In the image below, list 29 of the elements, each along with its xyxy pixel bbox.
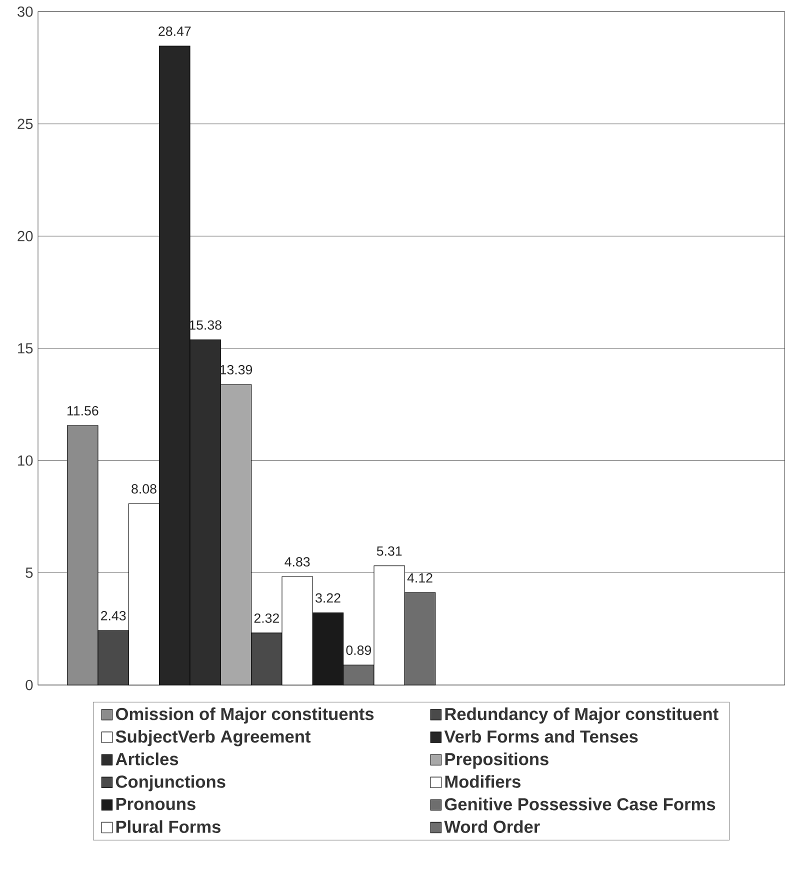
legend-label: Pronouns	[116, 798, 196, 810]
data-label: 11.56	[68, 406, 98, 416]
data-label: 4.83	[284, 557, 310, 567]
data-label: 2.43	[101, 610, 126, 620]
data-label: 0.89	[346, 646, 372, 655]
data-label: 8.08	[132, 484, 156, 494]
y-tick-label: 25	[18, 118, 33, 130]
y-tick-label: 30	[18, 6, 33, 17]
legend-label: Verb Forms and Tenses	[444, 730, 638, 743]
legend-label: Articles	[116, 752, 178, 766]
data-label: 3.22	[316, 593, 340, 603]
legend-label: SubjectVerb Agreement	[116, 730, 311, 746]
legend-label: Conjunctions	[116, 775, 226, 792]
data-label: 5.31	[376, 546, 402, 556]
legend-label: Genitive Possessive Case Forms	[444, 798, 716, 810]
legend-label: Plural Forms	[116, 820, 220, 833]
y-tick-label: 20	[18, 230, 33, 242]
y-tick-label: 5	[26, 568, 33, 578]
legend-label: Prepositions	[445, 752, 548, 769]
legend-label: Modifiers	[445, 775, 521, 788]
legend-label: Word Order	[444, 820, 540, 833]
data-label: 2.32	[254, 613, 279, 623]
legend-label: Redundancy of Major constituent	[445, 707, 718, 724]
data-label: 28.47	[158, 26, 191, 36]
data-label: 4.12	[407, 573, 432, 582]
y-tick-label: 15	[18, 343, 33, 354]
legend-label: Omission of Major constituents	[116, 707, 374, 724]
y-tick-label: 0	[26, 680, 33, 690]
y-tick-label: 10	[18, 455, 33, 466]
